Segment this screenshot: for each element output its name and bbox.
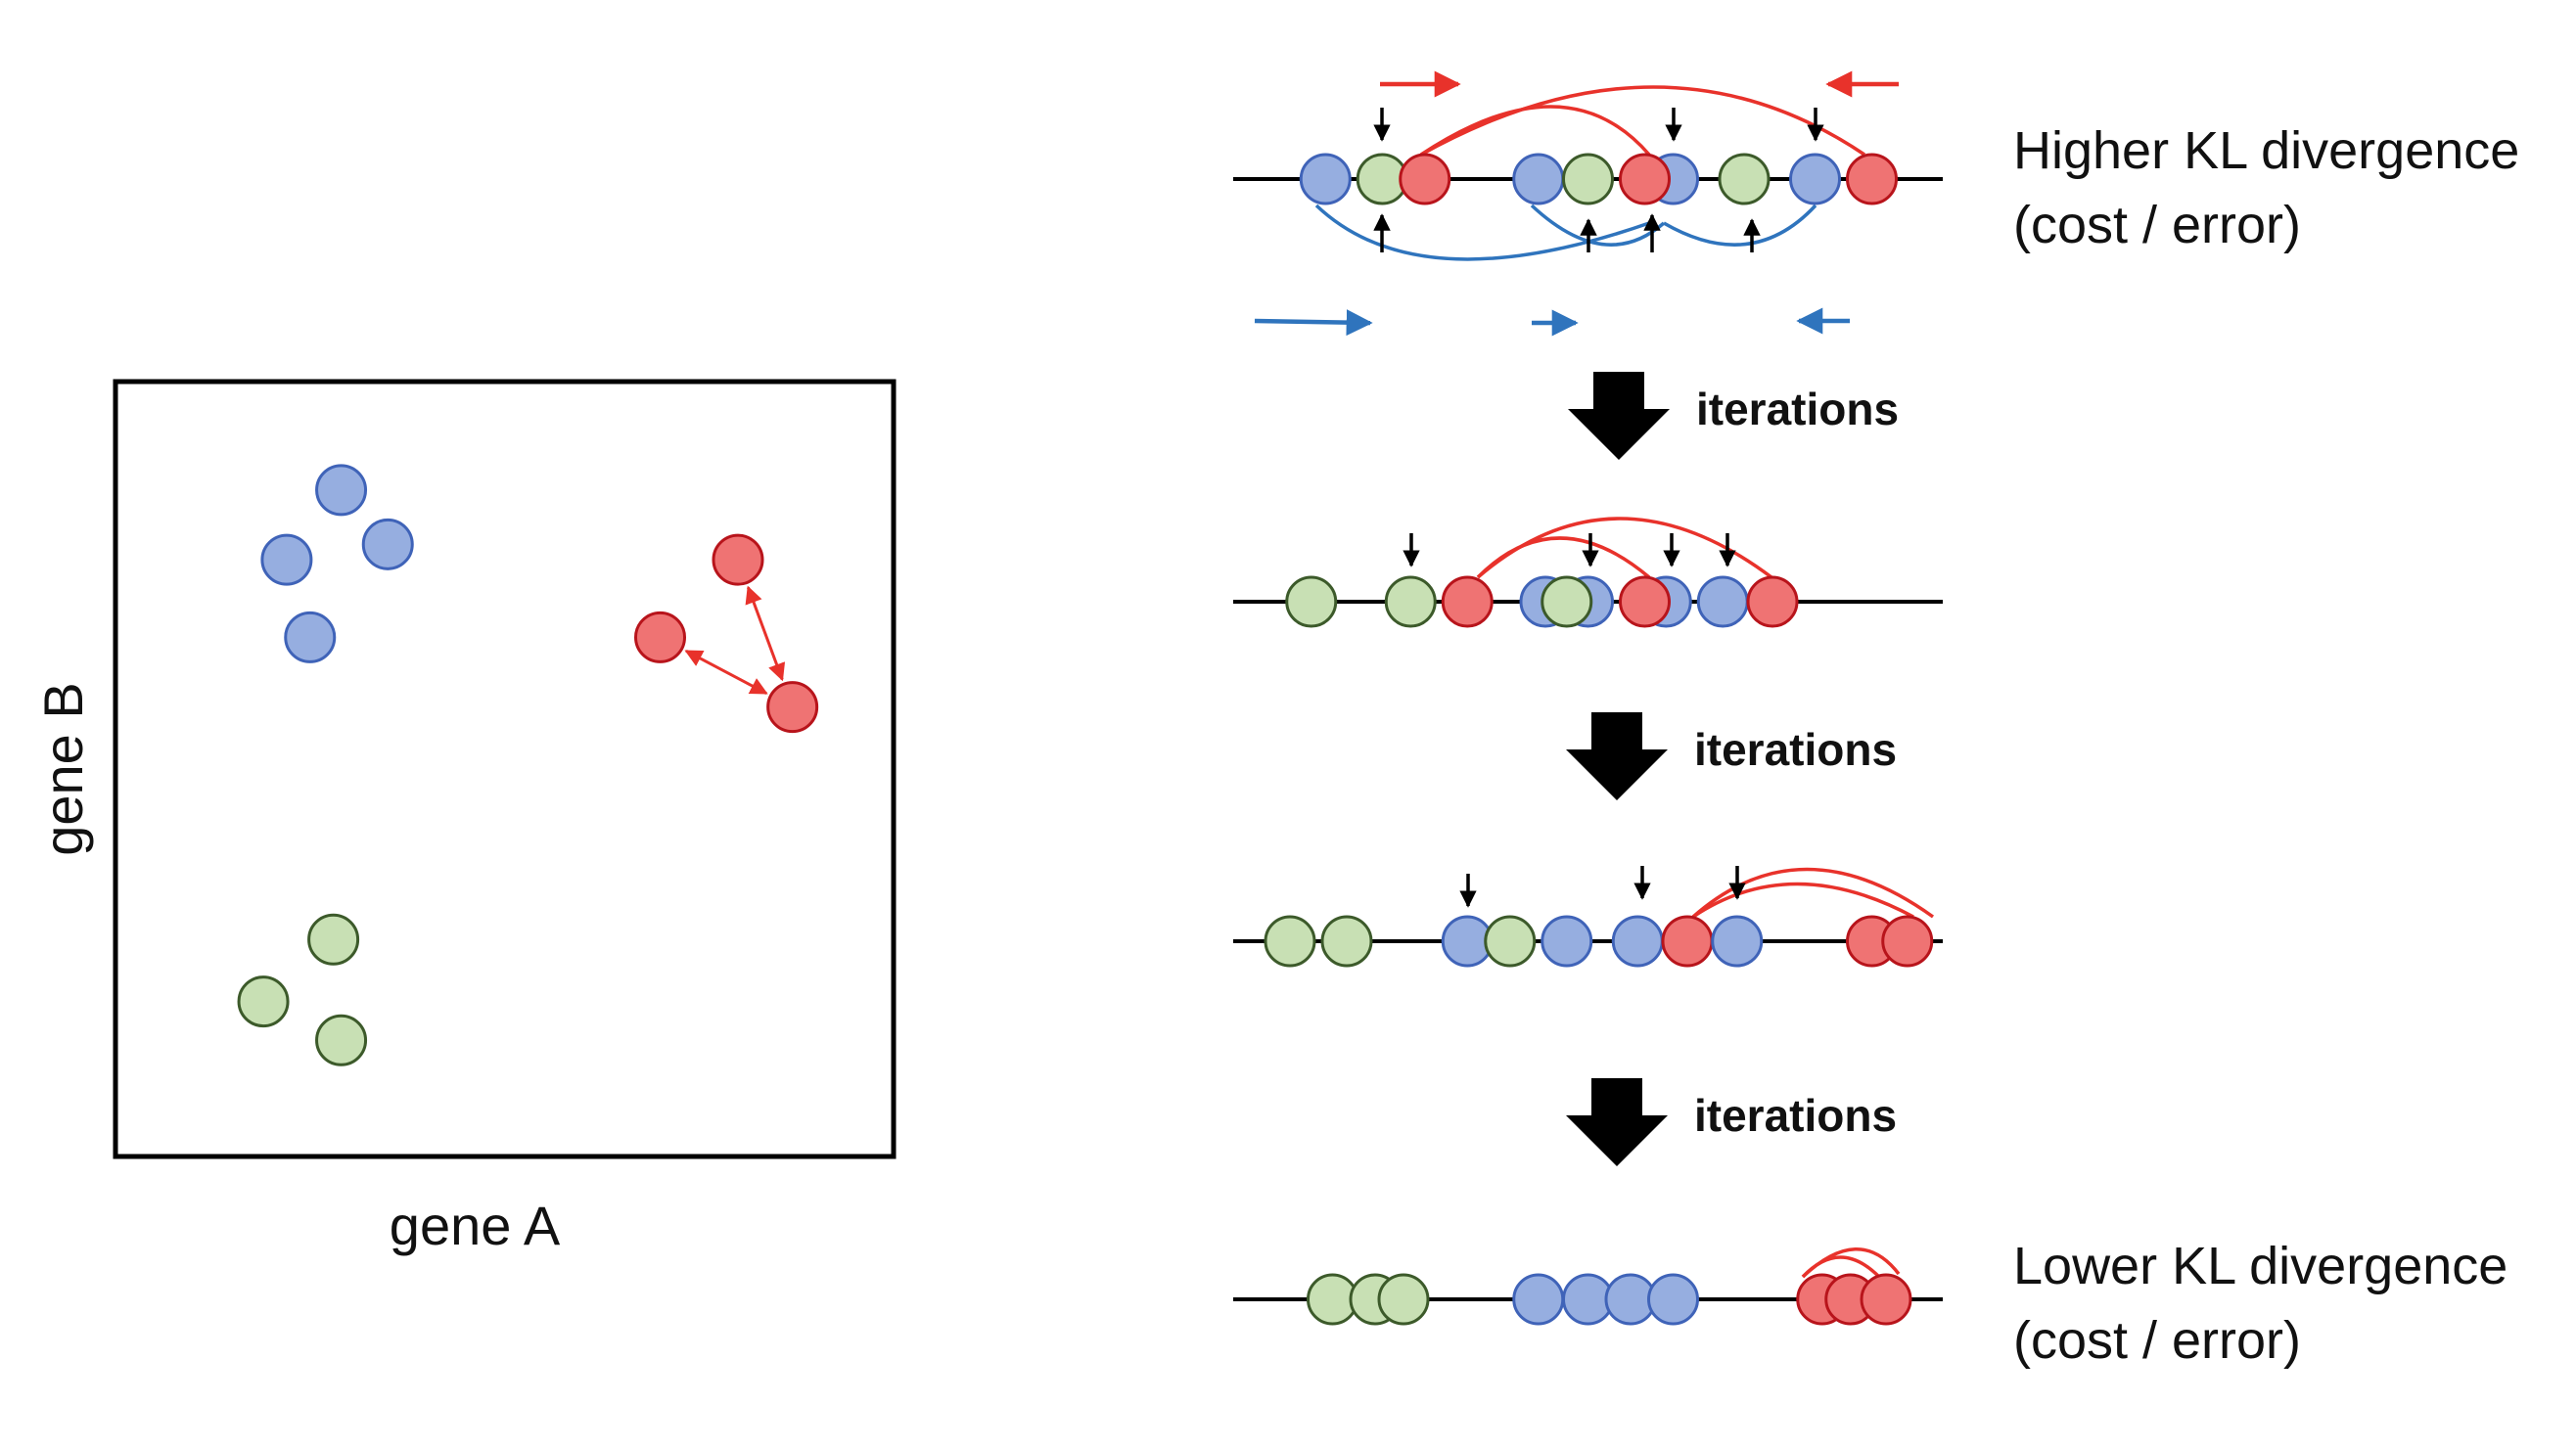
attraction-arrow-1 [684,650,768,695]
stage-4-label-line1: Lower KL divergence [2013,1237,2507,1295]
iteration-label-3: iterations [1694,1090,1897,1141]
scatter-point-red-5 [634,611,686,663]
stage-3-black-arrows [1459,866,1746,908]
stage-2-points [1285,575,1799,628]
stage-2-point-red-7 [1619,575,1671,628]
stage-3 [1233,866,1943,968]
scatter-point-red-6 [766,681,819,734]
down-arrow-icon [1568,372,1670,460]
stage-3-point-blue-5 [1611,915,1664,968]
stage-1-point-green-7 [1718,153,1771,205]
stage-4-label-line2: (cost / error) [2013,1311,2301,1370]
stage-4-red-attraction-arcs [1801,1247,1901,1279]
stage-3-point-green-0 [1264,915,1316,968]
scatter-point-green-8 [237,975,290,1028]
stage-2-point-blue-8 [1696,575,1749,628]
down-arrow-icon [1566,712,1668,800]
scatter-point-green-9 [315,1014,368,1066]
stage-1-point-red-2 [1399,153,1451,205]
scatter-point-blue-3 [284,611,337,663]
stage-4-point-red-9 [1860,1273,1912,1326]
stage-1-point-blue-3 [1512,153,1565,205]
scatter-point-blue-2 [361,518,414,570]
stage-1-red-attraction-arcs [1420,85,1865,157]
scatter-point-red-4 [712,533,764,586]
stage-3-point-blue-7 [1711,915,1764,968]
stage-3-point-red-9 [1881,915,1934,968]
stage-1-point-blue-8 [1789,153,1841,205]
stage-4-points [1307,1273,1912,1326]
stage-1-point-green-4 [1562,153,1614,205]
stage-3-point-red-6 [1661,915,1714,968]
down-arrow-icon [1566,1078,1668,1166]
iteration-step-1: iterations [1568,372,1899,460]
scatter-point-blue-1 [260,533,313,586]
stage-1-label-line1: Higher KL divergence [2013,121,2519,180]
stage-2-point-green-0 [1285,575,1338,628]
stage-1-point-red-6 [1619,153,1671,205]
stage-1-label-line2: (cost / error) [2013,196,2301,254]
embedding-stages: Higher KL divergence (cost / error) iter… [1233,70,2519,1370]
stage-2 [1233,517,1943,628]
scatter-panel: gene A gene B [32,379,897,1256]
iteration-label-1: iterations [1696,384,1899,434]
iteration-label-2: iterations [1694,724,1897,775]
scatter-point-green-7 [307,913,360,966]
x-axis-label: gene A [390,1195,561,1256]
stage-3-points [1264,915,1934,968]
stage-2-point-green-1 [1384,575,1437,628]
stage-1-points [1299,153,1898,205]
stage-2-point-red-9 [1746,575,1799,628]
stage-2-point-red-2 [1441,575,1494,628]
attraction-arrow-0 [745,585,786,682]
y-axis-label: gene B [32,682,94,856]
stage-1: Higher KL divergence (cost / error) [1233,70,2519,337]
scatter-point-blue-0 [315,464,368,517]
stage-3-point-green-3 [1484,915,1537,968]
stage-1-direction-arrows [1254,70,1899,337]
scatter-attraction-arrows [684,585,786,695]
blue-arrow-right [1254,309,1373,337]
stage-3-point-blue-4 [1541,915,1593,968]
stage-4-point-blue-6 [1647,1273,1699,1326]
scatter-points [237,464,819,1066]
stage-1-black-arrows [1373,108,1824,252]
stage-3-red-attraction-arcs [1691,867,1935,919]
stage-1-point-blue-0 [1299,153,1352,205]
stage-4: Lower KL divergence (cost / error) [1233,1237,2507,1370]
stage-1-point-red-9 [1846,153,1898,205]
iteration-step-3: iterations [1566,1078,1897,1166]
iteration-step-2: iterations [1566,712,1897,800]
stage-2-black-arrows [1403,533,1736,567]
stage-2-point-green-5 [1541,575,1593,628]
scatter-frame [113,379,897,1159]
stage-4-point-green-2 [1377,1273,1430,1326]
stage-3-point-green-1 [1320,915,1373,968]
stage-4-point-blue-3 [1512,1273,1565,1326]
stage-1-blue-attraction-arcs [1314,204,1817,261]
